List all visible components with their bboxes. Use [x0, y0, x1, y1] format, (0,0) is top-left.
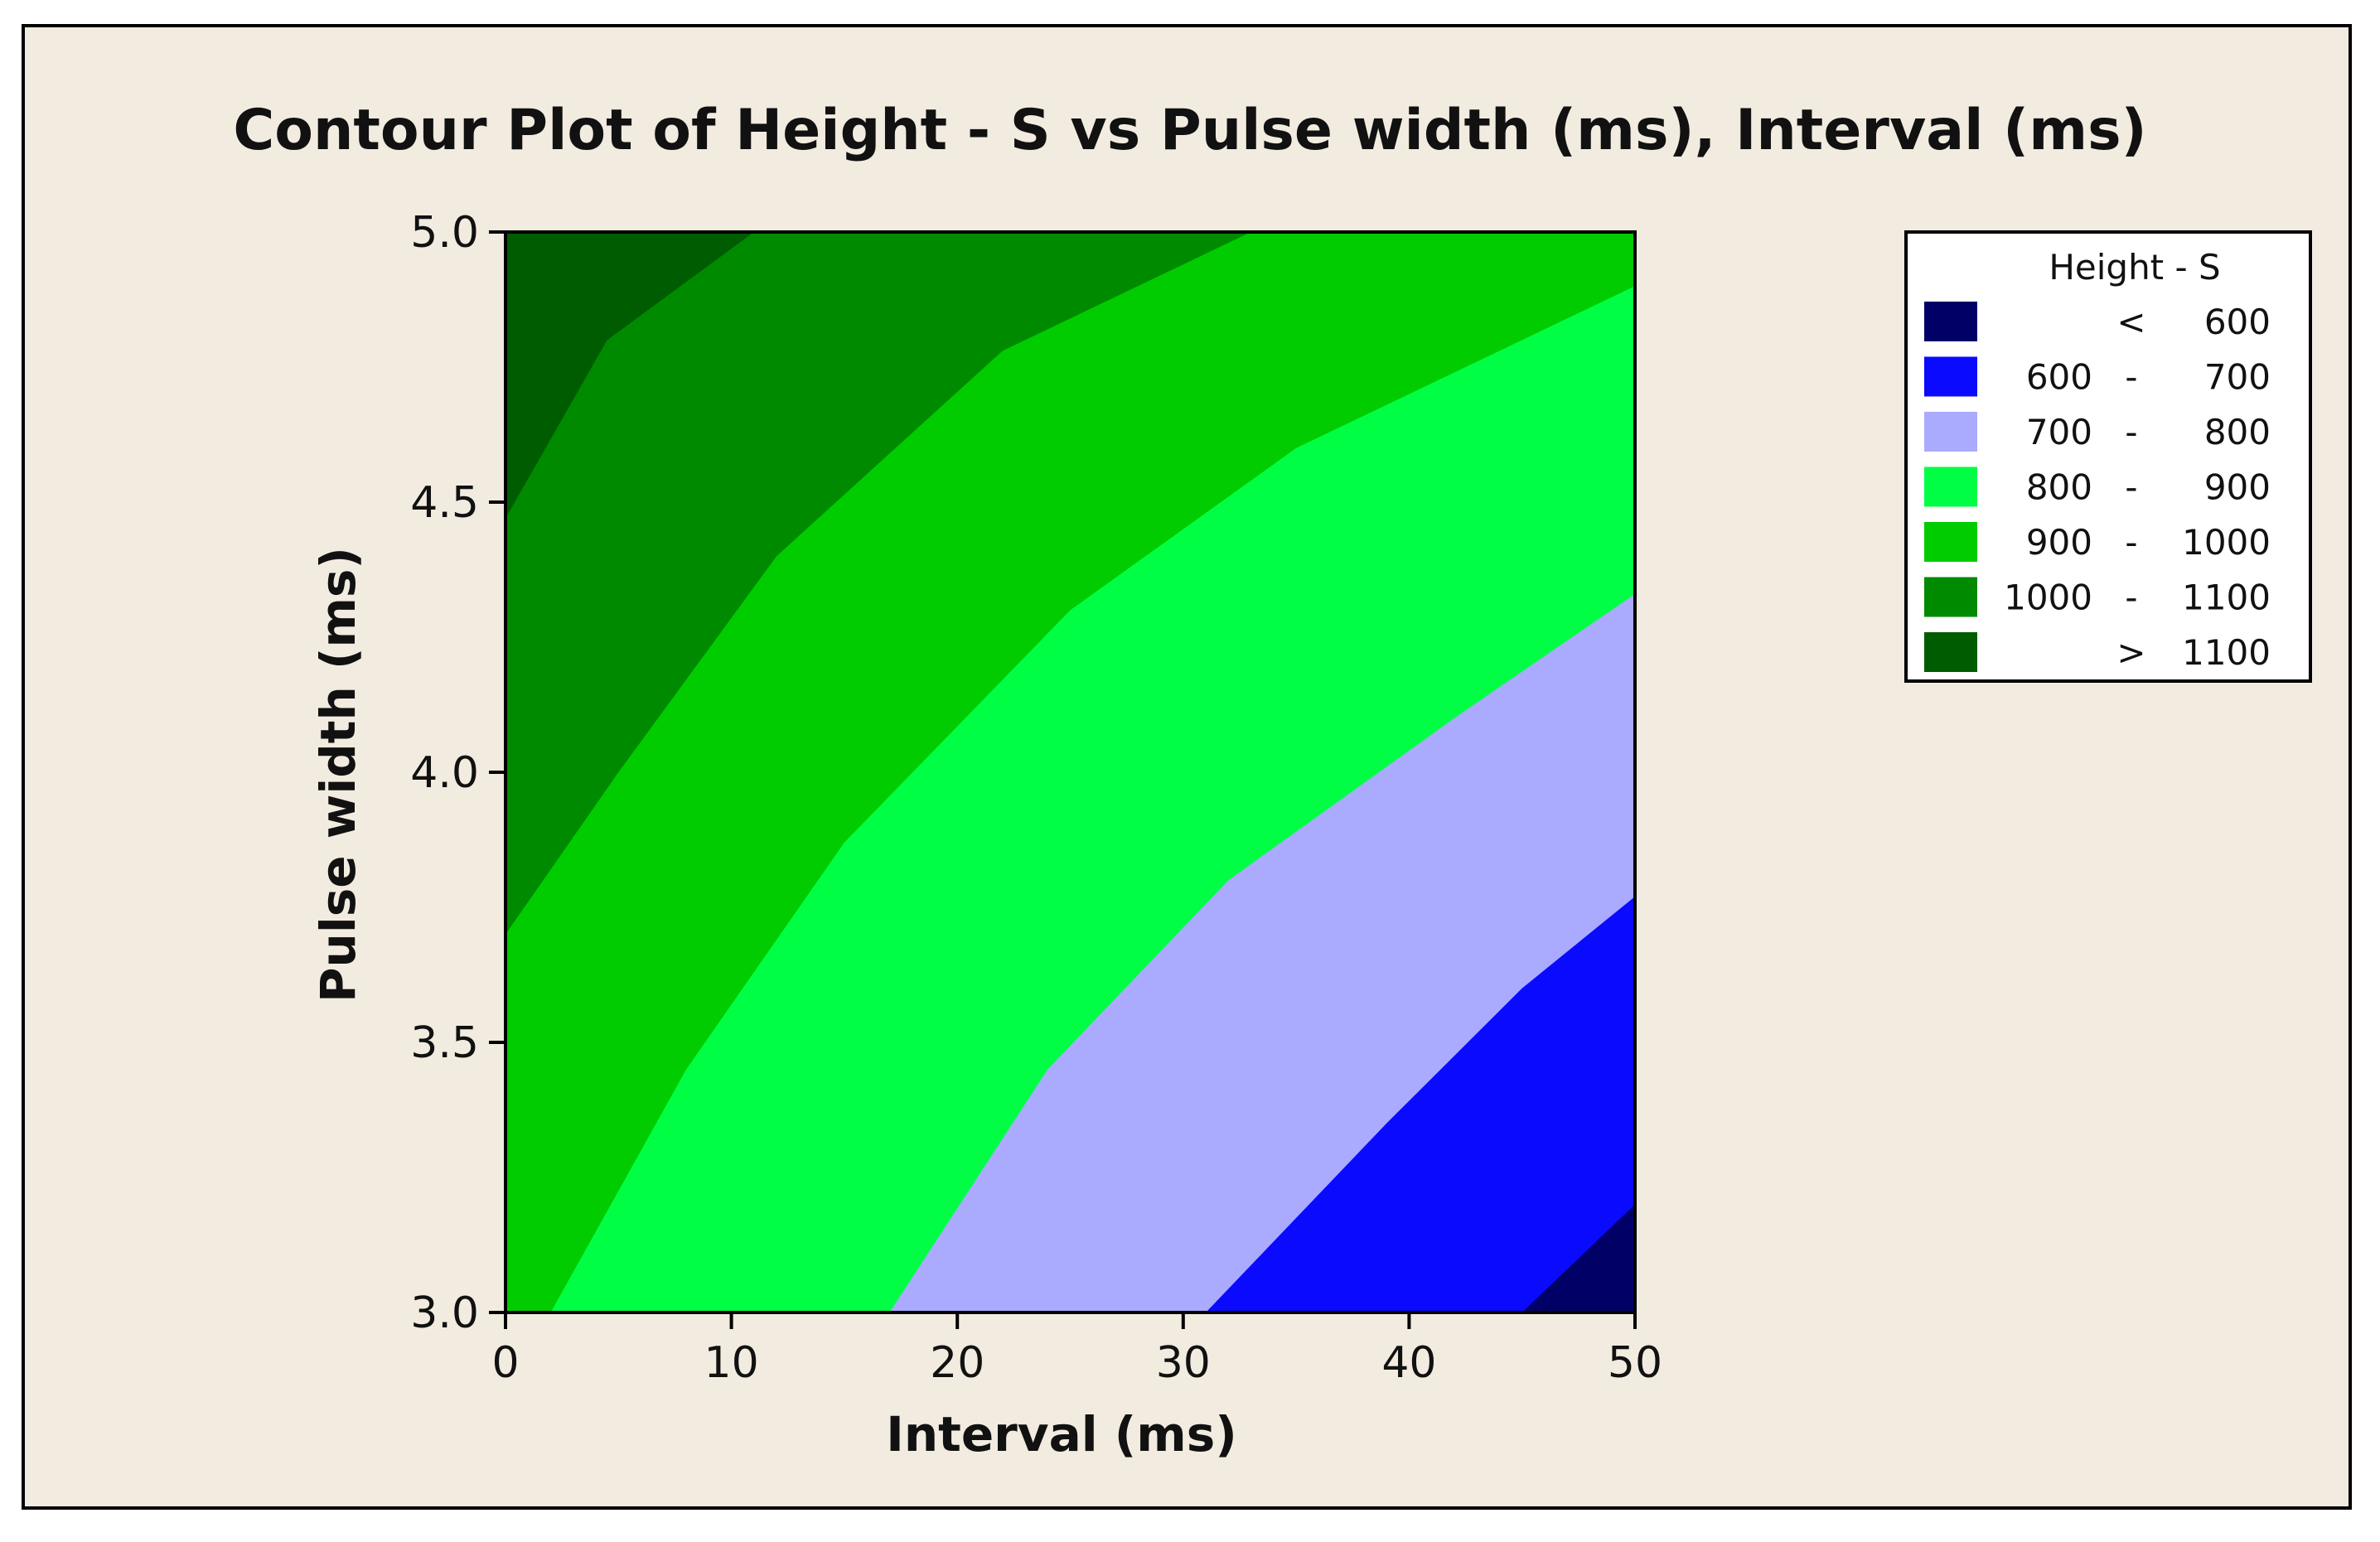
legend-low-2: 700: [2026, 412, 2092, 452]
y-tick-label-3.5: 3.5: [410, 1018, 479, 1068]
legend-high-3: 900: [2204, 467, 2271, 508]
legend-swatch-2: [1924, 412, 1977, 452]
legend: Height - S <600600-700700-800800-900900-…: [1904, 230, 2312, 683]
legend-swatch-0: [1924, 302, 1977, 341]
legend-swatch-4: [1924, 522, 1977, 562]
y-axis: 3.0 3.5 4.0 4.5 5.0: [410, 208, 506, 1338]
legend-high-5: 1100: [2182, 578, 2271, 618]
legend-sep-1: -: [2125, 357, 2137, 398]
legend-swatch-5: [1924, 577, 1977, 617]
contour-regions: [506, 232, 1635, 1312]
x-axis-title: Interval (ms): [886, 1406, 1237, 1462]
chart-title: Contour Plot of Height - S vs Pulse widt…: [233, 98, 2146, 163]
legend-high-4: 1000: [2182, 522, 2271, 563]
x-tick-label-30: 30: [1156, 1338, 1211, 1388]
contour-region-below-700: [506, 896, 1635, 1312]
x-tick-label-20: 20: [930, 1338, 984, 1388]
y-axis-title: Pulse width (ms): [310, 547, 366, 1003]
y-tick-label-4.0: 4.0: [410, 748, 479, 798]
legend-high-2: 800: [2204, 412, 2271, 452]
x-axis: 0 10 20 30 40 50: [491, 1312, 1662, 1388]
legend-sep-5: -: [2125, 578, 2137, 618]
legend-title: Height - S: [2049, 247, 2220, 288]
x-tick-label-50: 50: [1608, 1338, 1662, 1388]
legend-high-0: 600: [2204, 302, 2271, 342]
legend-low-4: 900: [2026, 522, 2092, 563]
legend-high-1: 700: [2204, 357, 2271, 398]
legend-sep-6: >: [2116, 632, 2145, 673]
y-tick-label-4.5: 4.5: [410, 478, 479, 528]
legend-sep-4: -: [2125, 522, 2137, 563]
legend-swatch-6: [1924, 632, 1977, 672]
contour-region-below-800: [506, 593, 1635, 1312]
x-tick-label-10: 10: [704, 1338, 759, 1388]
legend-sep-0: <: [2116, 302, 2145, 342]
legend-sep-2: -: [2125, 412, 2137, 452]
y-tick-label-5.0: 5.0: [410, 208, 479, 258]
legend-swatch-1: [1924, 356, 1977, 397]
legend-sep-3: -: [2125, 467, 2137, 508]
legend-high-6: 1100: [2182, 632, 2271, 673]
legend-low-3: 800: [2026, 467, 2092, 508]
legend-low-1: 600: [2026, 357, 2092, 398]
x-tick-label-0: 0: [491, 1338, 519, 1388]
legend-swatch-3: [1924, 466, 1977, 507]
x-tick-label-40: 40: [1381, 1338, 1436, 1388]
y-tick-label-3.0: 3.0: [410, 1288, 479, 1338]
legend-low-5: 1000: [2004, 578, 2092, 618]
